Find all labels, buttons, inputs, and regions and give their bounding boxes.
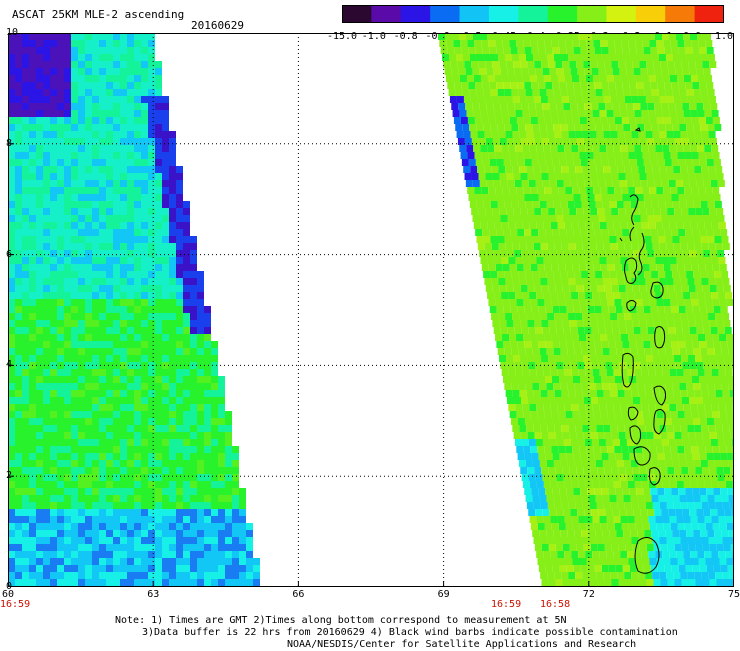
lat-tick-label: 4 (6, 359, 12, 371)
colorbar-swatch (636, 5, 666, 23)
colorbar-swatch (695, 5, 724, 23)
colorbar-swatch (460, 5, 490, 23)
product-title: ASCAT 25KM MLE-2 ascending (12, 9, 184, 21)
lon-tick-label: 75 (728, 589, 740, 601)
pass-time-left: 16:59 (0, 599, 30, 611)
colorbar: -15.0-1.0-0.8-0.6-0.5-0.45-0.4-0.35-0.3-… (342, 5, 724, 27)
lat-tick-label: 2 (6, 470, 12, 482)
pass-time-right-b: 16:58 (540, 599, 570, 611)
colorbar-swatch (342, 5, 372, 23)
colorbar-swatch (489, 5, 519, 23)
lat-tick-label: 6 (6, 249, 12, 261)
scatterometer-map (8, 33, 734, 587)
colorbar-swatch (401, 5, 431, 23)
lat-tick-label: 8 (6, 138, 12, 150)
colorbar-swatch (665, 5, 695, 23)
colorbar-swatch (371, 5, 401, 23)
swath-left (8, 33, 260, 587)
colorbar-swatches (342, 5, 724, 23)
colorbar-swatch (548, 5, 578, 23)
pass-time-right-a: 16:59 (491, 599, 521, 611)
colorbar-swatch (577, 5, 607, 23)
lon-tick-label: 66 (292, 589, 304, 601)
colorbar-swatch (518, 5, 548, 23)
product-date: 20160629 (191, 20, 244, 32)
swath-right (438, 33, 734, 587)
footnote-line-2: 3)Data buffer is 22 hrs from 20160629 4)… (142, 627, 678, 639)
lon-tick-label: 69 (438, 589, 450, 601)
lat-tick-label: 10 (6, 27, 18, 39)
colorbar-swatch (606, 5, 636, 23)
footnote-line-3: NOAA/NESDIS/Center for Satellite Applica… (287, 639, 636, 651)
lon-tick-label: 63 (147, 589, 159, 601)
footnote-line-1: Note: 1) Times are GMT 2)Times along bot… (115, 615, 567, 627)
lon-tick-label: 72 (583, 589, 595, 601)
colorbar-swatch (430, 5, 460, 23)
